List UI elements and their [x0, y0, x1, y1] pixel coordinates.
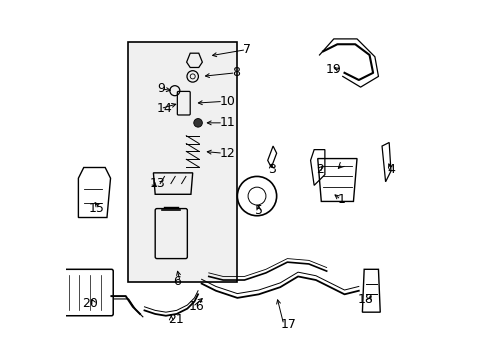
Text: 18: 18	[357, 293, 373, 306]
Text: 6: 6	[172, 275, 180, 288]
Text: 17: 17	[280, 318, 296, 331]
Text: 4: 4	[386, 163, 394, 176]
Text: 11: 11	[219, 116, 235, 129]
Text: 2: 2	[315, 163, 323, 176]
Text: 9: 9	[157, 82, 164, 95]
Circle shape	[193, 118, 202, 127]
Text: 3: 3	[267, 163, 275, 176]
FancyBboxPatch shape	[128, 42, 237, 282]
Text: 14: 14	[157, 102, 172, 115]
Text: 15: 15	[88, 202, 104, 215]
Text: 5: 5	[255, 204, 263, 217]
Text: 20: 20	[82, 297, 98, 310]
Text: 21: 21	[167, 313, 183, 326]
Text: 1: 1	[337, 193, 345, 206]
Text: 10: 10	[219, 95, 235, 108]
Text: 8: 8	[231, 66, 240, 79]
Text: 12: 12	[219, 147, 235, 160]
Text: 19: 19	[325, 63, 341, 76]
Text: 13: 13	[149, 177, 165, 190]
Text: 7: 7	[242, 43, 250, 56]
Text: 16: 16	[189, 300, 204, 313]
